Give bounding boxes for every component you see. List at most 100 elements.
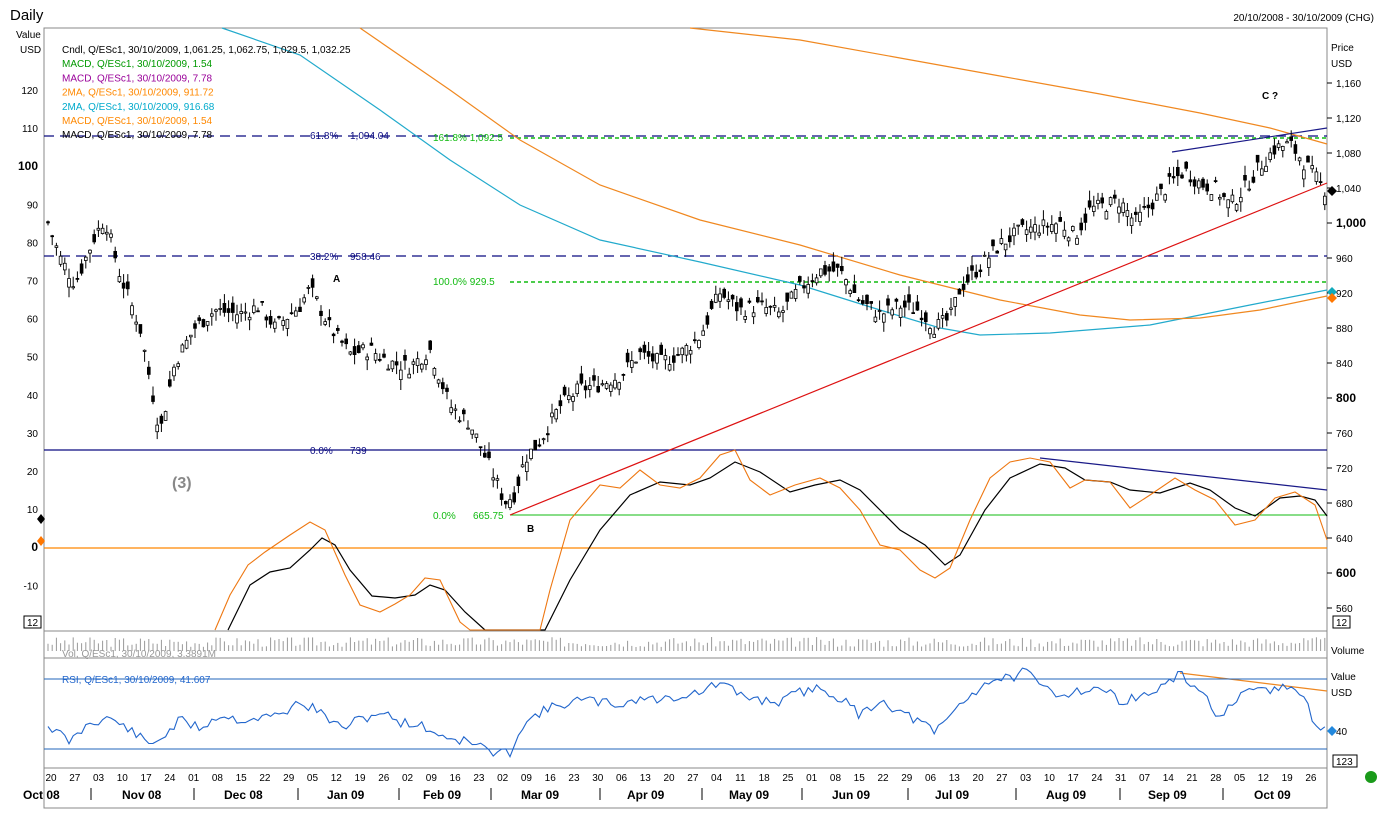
macd2-left-marker-icon xyxy=(37,536,45,546)
candle-body xyxy=(684,345,689,356)
candle-body xyxy=(840,265,844,272)
candle-body xyxy=(1213,180,1218,183)
date-tick: 22 xyxy=(877,773,889,784)
candle-body xyxy=(663,355,668,361)
date-tick: 20 xyxy=(973,773,985,784)
candle-body xyxy=(226,308,231,313)
candle-body xyxy=(743,315,747,320)
candle-body xyxy=(1125,210,1130,217)
trend-lines xyxy=(509,127,1328,692)
candle-body xyxy=(218,307,223,310)
candle-body xyxy=(1163,194,1168,201)
candle-body xyxy=(693,339,697,342)
candle-body xyxy=(424,359,428,365)
candle-body xyxy=(197,317,202,321)
candle-body xyxy=(966,274,970,283)
candle-body xyxy=(810,280,815,283)
right-scale-box[interactable] xyxy=(1332,615,1351,629)
date-tick: 02 xyxy=(497,773,509,784)
left-axis-title: Value xyxy=(16,30,41,41)
candle-body xyxy=(268,315,273,325)
candle-body xyxy=(709,300,714,309)
last-price-marker-icon xyxy=(1327,186,1337,196)
candle-body xyxy=(819,268,823,277)
candle-body xyxy=(1100,197,1105,204)
candle-body xyxy=(1071,226,1075,231)
month-label: Oct 09 xyxy=(1254,788,1291,802)
volume-series-label: Vol, Q/ESc1, 30/10/2009, 3.3891M xyxy=(62,649,216,660)
fib-0-ext-value: 665.75 xyxy=(473,511,504,522)
candle-body xyxy=(398,369,403,381)
candle-body xyxy=(1146,204,1151,209)
date-axis xyxy=(43,767,1328,809)
left-axis-tick: 0 xyxy=(31,540,38,554)
candle-body xyxy=(100,227,105,235)
left-axis-tick: 10 xyxy=(27,505,39,516)
candle-body xyxy=(756,296,760,303)
candle-body xyxy=(714,293,718,303)
right-axis-tick: 600 xyxy=(1336,566,1356,580)
candle-body xyxy=(419,363,424,370)
candle-body xyxy=(592,375,596,381)
right-axis-tick: 1,160 xyxy=(1336,79,1361,90)
candle-body xyxy=(117,276,122,283)
legend-entry: MACD, Q/ESc1, 30/10/2009, 7.78 xyxy=(62,130,213,141)
candle-body xyxy=(1029,226,1033,233)
right-axis-tick: 1,120 xyxy=(1336,114,1361,125)
candle-body xyxy=(193,323,197,329)
candle-body xyxy=(617,382,621,390)
date-tick: 20 xyxy=(664,773,676,784)
candle-body xyxy=(1285,141,1289,144)
candle-body xyxy=(625,352,630,363)
date-tick: 28 xyxy=(1210,773,1222,784)
candle-body xyxy=(852,284,857,293)
candle-body xyxy=(1155,193,1159,201)
left-scale-box[interactable] xyxy=(23,615,42,629)
candle-body xyxy=(781,310,785,313)
candle-body xyxy=(508,499,512,509)
candle-body xyxy=(1302,169,1306,180)
month-label: Jul 09 xyxy=(935,788,969,802)
candle-body xyxy=(159,415,164,424)
candle-body xyxy=(327,317,332,321)
candle-body xyxy=(541,438,546,441)
candle-body xyxy=(642,344,647,353)
candle-body xyxy=(445,387,449,392)
candle-body xyxy=(151,395,155,402)
candle-body xyxy=(264,316,269,321)
candle-body xyxy=(1306,155,1310,163)
left-axis-tick: -10 xyxy=(24,581,39,592)
fib-0-label: 0.0% xyxy=(310,446,333,457)
candle-body xyxy=(739,298,743,308)
fibonacci-levels xyxy=(44,135,1327,516)
left-axis-tick: 60 xyxy=(27,315,39,326)
rsi-scale-box[interactable] xyxy=(1332,754,1358,768)
candle-body xyxy=(251,305,256,313)
left-axis-tick: 50 xyxy=(27,353,39,364)
month-label: Sep 09 xyxy=(1148,788,1187,802)
date-tick: 26 xyxy=(1305,773,1317,784)
candle-body xyxy=(184,339,189,349)
volume-bars xyxy=(47,637,1326,651)
status-dot-icon[interactable] xyxy=(1365,771,1377,783)
month-label: Aug 09 xyxy=(1046,788,1086,802)
candle-body xyxy=(772,304,777,308)
candle-body xyxy=(940,315,945,319)
date-tick: 07 xyxy=(1139,773,1151,784)
candle-body xyxy=(1323,195,1327,206)
candle-body xyxy=(50,235,54,238)
candle-body xyxy=(449,407,453,413)
candle-body xyxy=(726,299,731,302)
candle-body xyxy=(461,409,466,415)
candle-body xyxy=(995,250,999,254)
candle-body xyxy=(222,302,227,313)
candle-body xyxy=(306,286,311,289)
candle-body xyxy=(520,464,525,468)
candle-body xyxy=(272,321,277,329)
date-tick: 23 xyxy=(568,773,580,784)
candle-body xyxy=(1318,181,1323,184)
candle-body xyxy=(646,351,651,357)
candle-body xyxy=(407,373,411,379)
date-tick: 03 xyxy=(93,773,105,784)
candle-body xyxy=(1272,145,1277,155)
